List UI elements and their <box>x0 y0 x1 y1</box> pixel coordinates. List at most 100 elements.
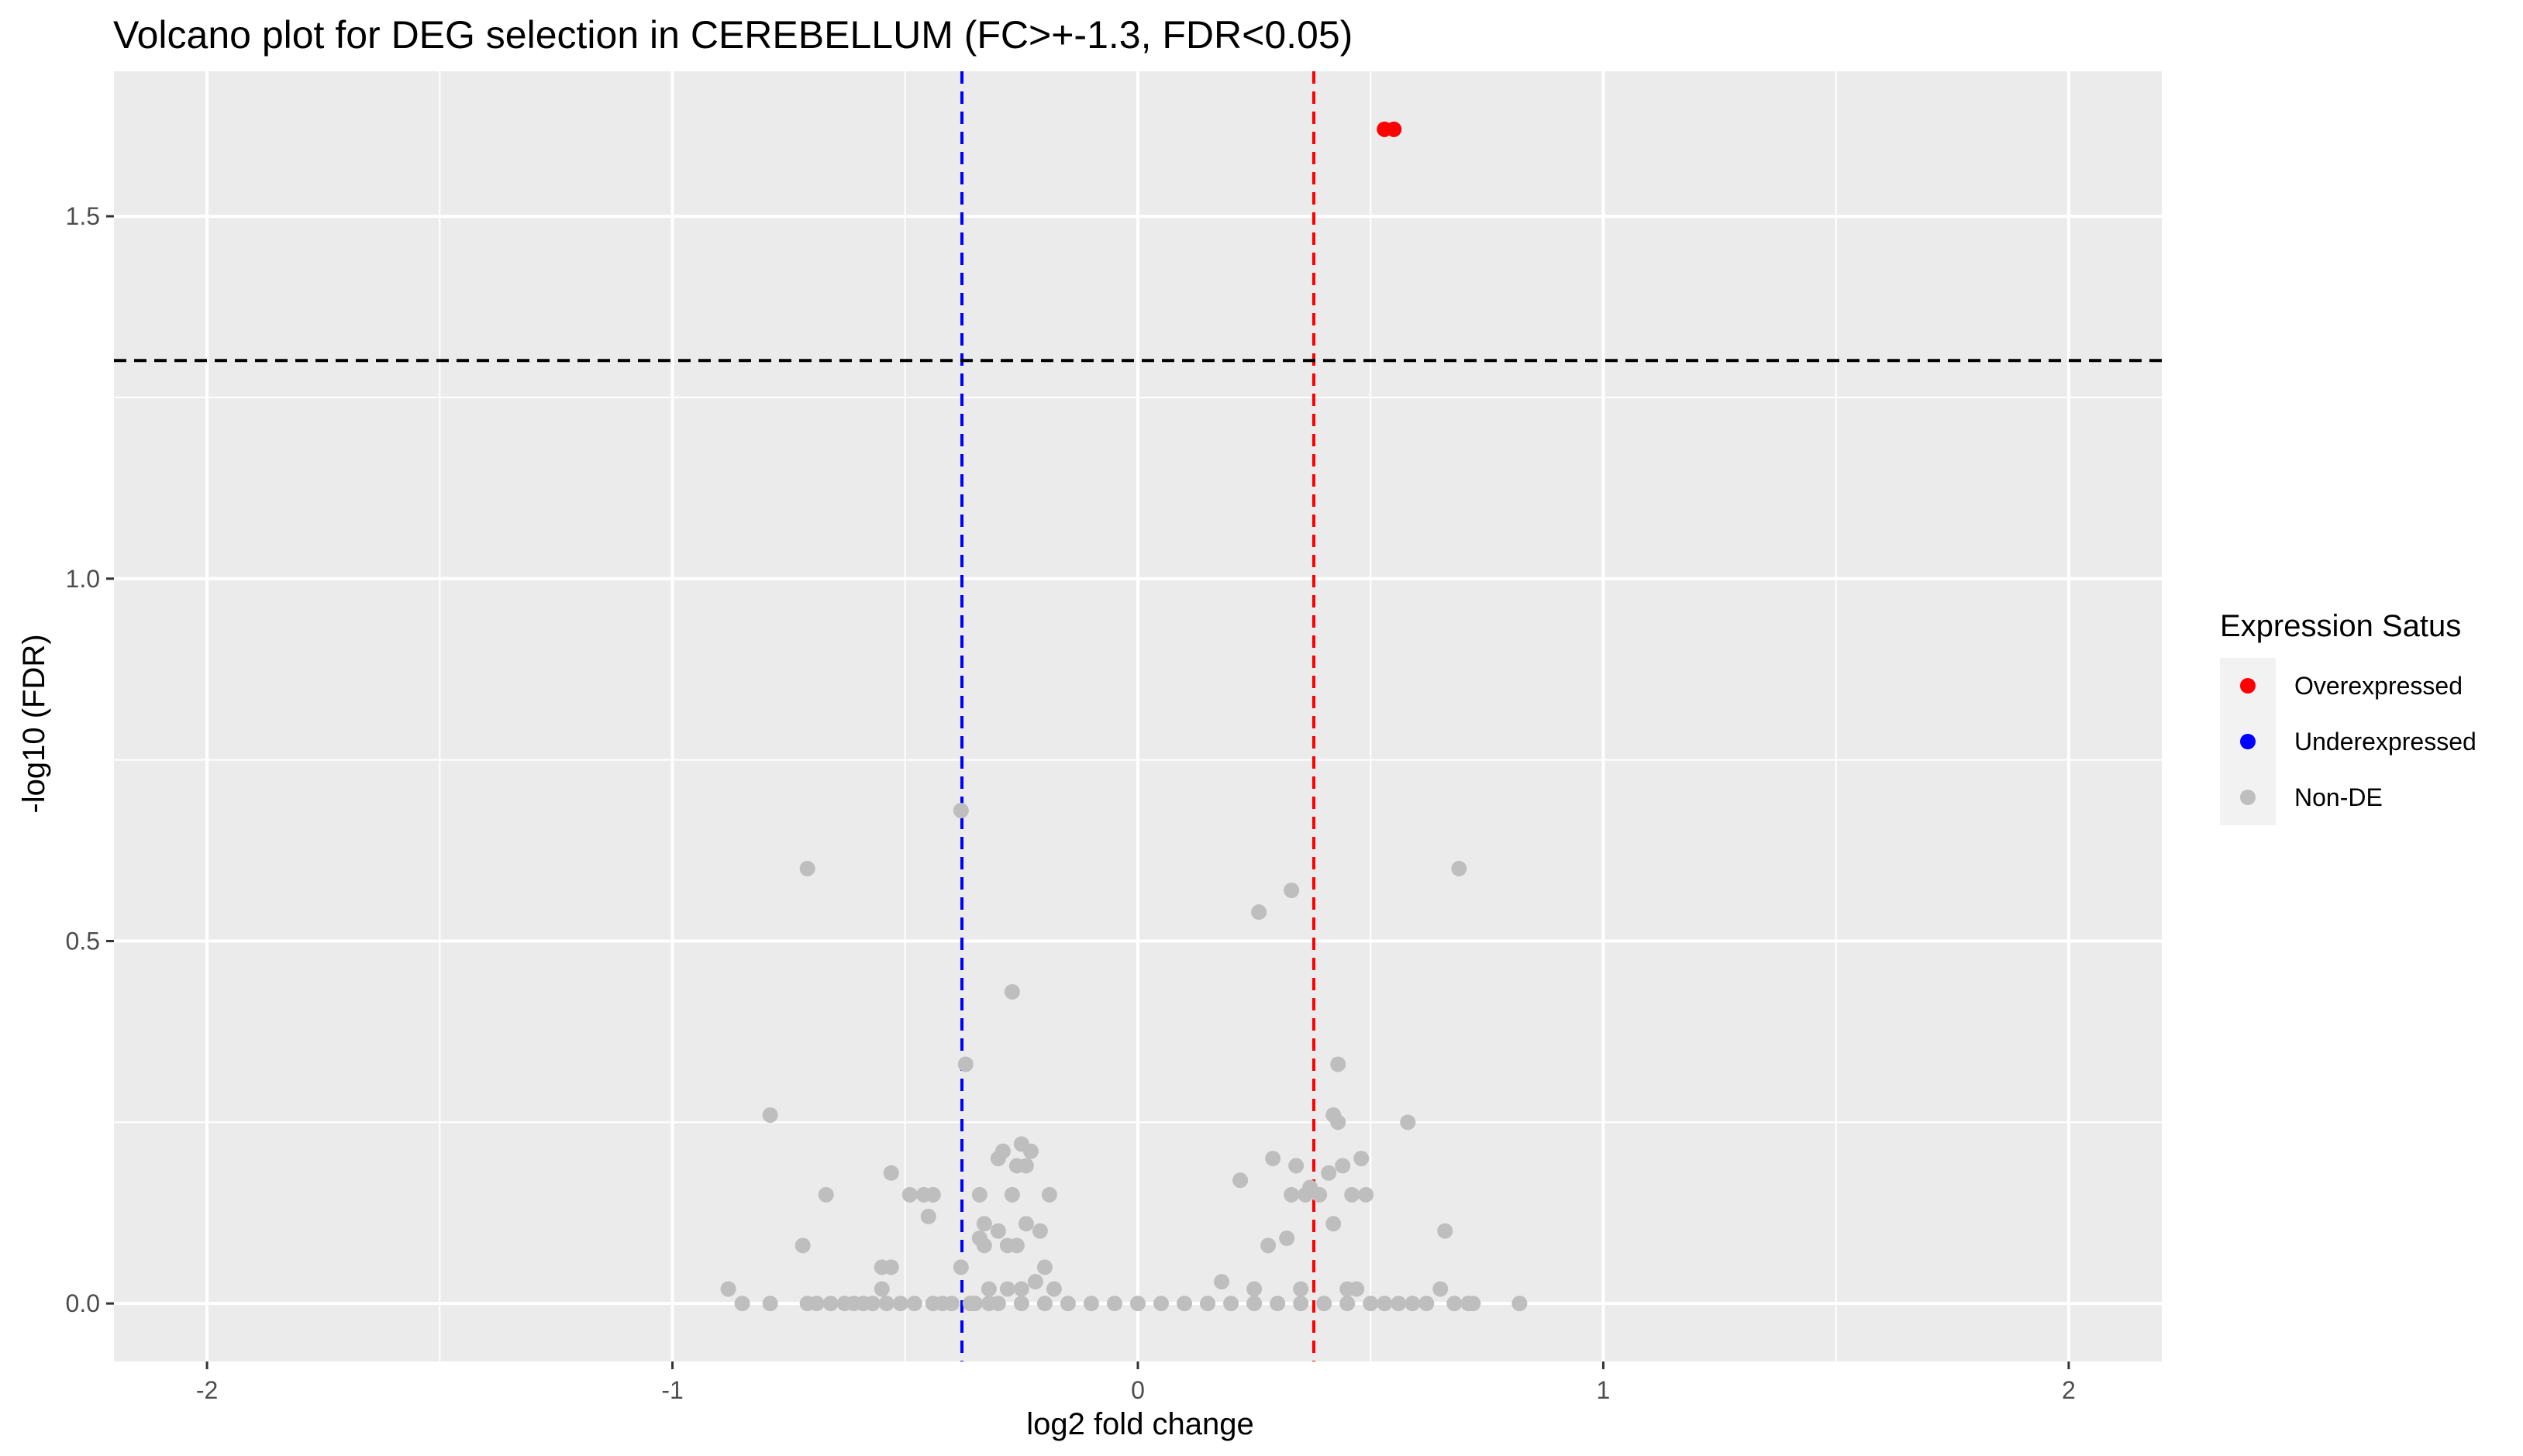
point-non-de <box>1330 1056 1346 1072</box>
point-non-de <box>1349 1281 1365 1297</box>
point-non-de <box>943 1296 960 1312</box>
y-tick-label: 0.0 <box>66 1289 100 1317</box>
point-non-de <box>822 1296 839 1312</box>
point-non-de <box>892 1296 908 1312</box>
point-non-de <box>981 1281 997 1297</box>
point-non-de <box>1214 1274 1230 1290</box>
point-non-de <box>967 1296 983 1312</box>
point-non-de <box>1311 1186 1328 1203</box>
legend-key-non-de <box>2240 790 2256 805</box>
point-non-de <box>1260 1237 1277 1254</box>
x-axis-label: log2 fold change <box>1026 1407 1254 1441</box>
point-non-de <box>953 803 969 819</box>
point-non-de <box>1004 983 1020 1000</box>
point-non-de <box>1041 1186 1057 1203</box>
point-non-de <box>1293 1296 1309 1312</box>
point-non-de <box>808 1296 825 1312</box>
point-non-de <box>1265 1151 1281 1167</box>
x-tick-label: 2 <box>2062 1376 2076 1404</box>
point-non-de <box>925 1186 941 1203</box>
point-non-de <box>1279 1230 1295 1246</box>
point-non-de <box>1418 1296 1435 1312</box>
y-tick-label: 0.5 <box>66 927 100 955</box>
point-non-de <box>1344 1186 1360 1203</box>
point-non-de <box>1288 1158 1305 1174</box>
point-non-de <box>883 1165 899 1181</box>
point-non-de <box>1153 1296 1170 1312</box>
point-overexpressed <box>1386 121 1402 137</box>
point-non-de <box>1177 1296 1193 1312</box>
point-non-de <box>1008 1237 1025 1254</box>
point-non-de <box>1465 1296 1481 1312</box>
point-non-de <box>1223 1296 1239 1312</box>
point-non-de <box>734 1296 750 1312</box>
point-non-de <box>799 860 815 876</box>
point-non-de <box>1353 1151 1370 1167</box>
point-non-de <box>1391 1296 1407 1312</box>
point-non-de <box>762 1107 778 1123</box>
point-non-de <box>1013 1296 1029 1312</box>
legend: Expression Satus Overexpressed Underexpre… <box>2220 609 2476 825</box>
point-non-de <box>1405 1296 1421 1312</box>
point-non-de <box>720 1281 736 1297</box>
data-points <box>720 121 1528 1312</box>
point-non-de <box>976 1216 992 1232</box>
legend-key-underexpressed <box>2240 734 2256 749</box>
point-non-de <box>1013 1281 1029 1297</box>
y-tick-label: 1.0 <box>66 565 100 593</box>
legend-label: Overexpressed <box>2294 672 2463 700</box>
point-non-de <box>971 1186 987 1203</box>
point-non-de <box>1400 1114 1416 1131</box>
point-non-de <box>1018 1216 1034 1232</box>
point-non-de <box>1363 1296 1379 1312</box>
legend-key-overexpressed <box>2240 678 2256 694</box>
x-tick-label: 1 <box>1597 1376 1611 1404</box>
point-non-de <box>1246 1281 1263 1297</box>
point-non-de <box>883 1259 899 1275</box>
legend-label: Non-DE <box>2294 783 2383 811</box>
threshold-lines <box>114 71 2162 1361</box>
point-non-de <box>990 1296 1006 1312</box>
point-non-de <box>1511 1296 1528 1312</box>
point-non-de <box>1451 860 1467 876</box>
point-non-de <box>1036 1259 1053 1275</box>
point-non-de <box>1335 1158 1351 1174</box>
point-non-de <box>1130 1296 1146 1312</box>
point-non-de <box>864 1296 881 1312</box>
point-non-de <box>906 1296 922 1312</box>
point-non-de <box>1106 1296 1122 1312</box>
point-non-de <box>994 1143 1011 1159</box>
x-tick-label: -2 <box>196 1376 218 1404</box>
y-axis-label: -log10 (FDR) <box>17 634 51 813</box>
point-non-de <box>1083 1296 1099 1312</box>
point-non-de <box>1284 882 1300 898</box>
axes: -2 -1 0 1 2 0.0 0.5 1.0 1.5 <box>66 202 2076 1404</box>
point-non-de <box>1018 1158 1034 1174</box>
point-non-de <box>1330 1114 1346 1131</box>
point-non-de <box>1321 1165 1337 1181</box>
point-non-de <box>953 1259 969 1275</box>
point-non-de <box>1027 1274 1043 1290</box>
x-tick-label: -1 <box>661 1376 683 1404</box>
point-non-de <box>1432 1281 1449 1297</box>
point-non-de <box>818 1186 834 1203</box>
point-non-de <box>990 1223 1006 1239</box>
x-tick-label: 0 <box>1131 1376 1145 1404</box>
point-non-de <box>1325 1216 1342 1232</box>
point-non-de <box>1446 1296 1463 1312</box>
point-non-de <box>1232 1172 1249 1189</box>
point-non-de <box>1200 1296 1216 1312</box>
point-non-de <box>762 1296 778 1312</box>
point-non-de <box>1046 1281 1062 1297</box>
point-non-de <box>920 1208 936 1224</box>
point-non-de <box>1022 1143 1039 1159</box>
point-non-de <box>901 1186 918 1203</box>
point-non-de <box>1284 1186 1300 1203</box>
point-non-de <box>1339 1296 1356 1312</box>
point-non-de <box>1060 1296 1076 1312</box>
point-non-de <box>1004 1186 1020 1203</box>
point-non-de <box>999 1281 1015 1297</box>
point-non-de <box>1358 1186 1374 1203</box>
